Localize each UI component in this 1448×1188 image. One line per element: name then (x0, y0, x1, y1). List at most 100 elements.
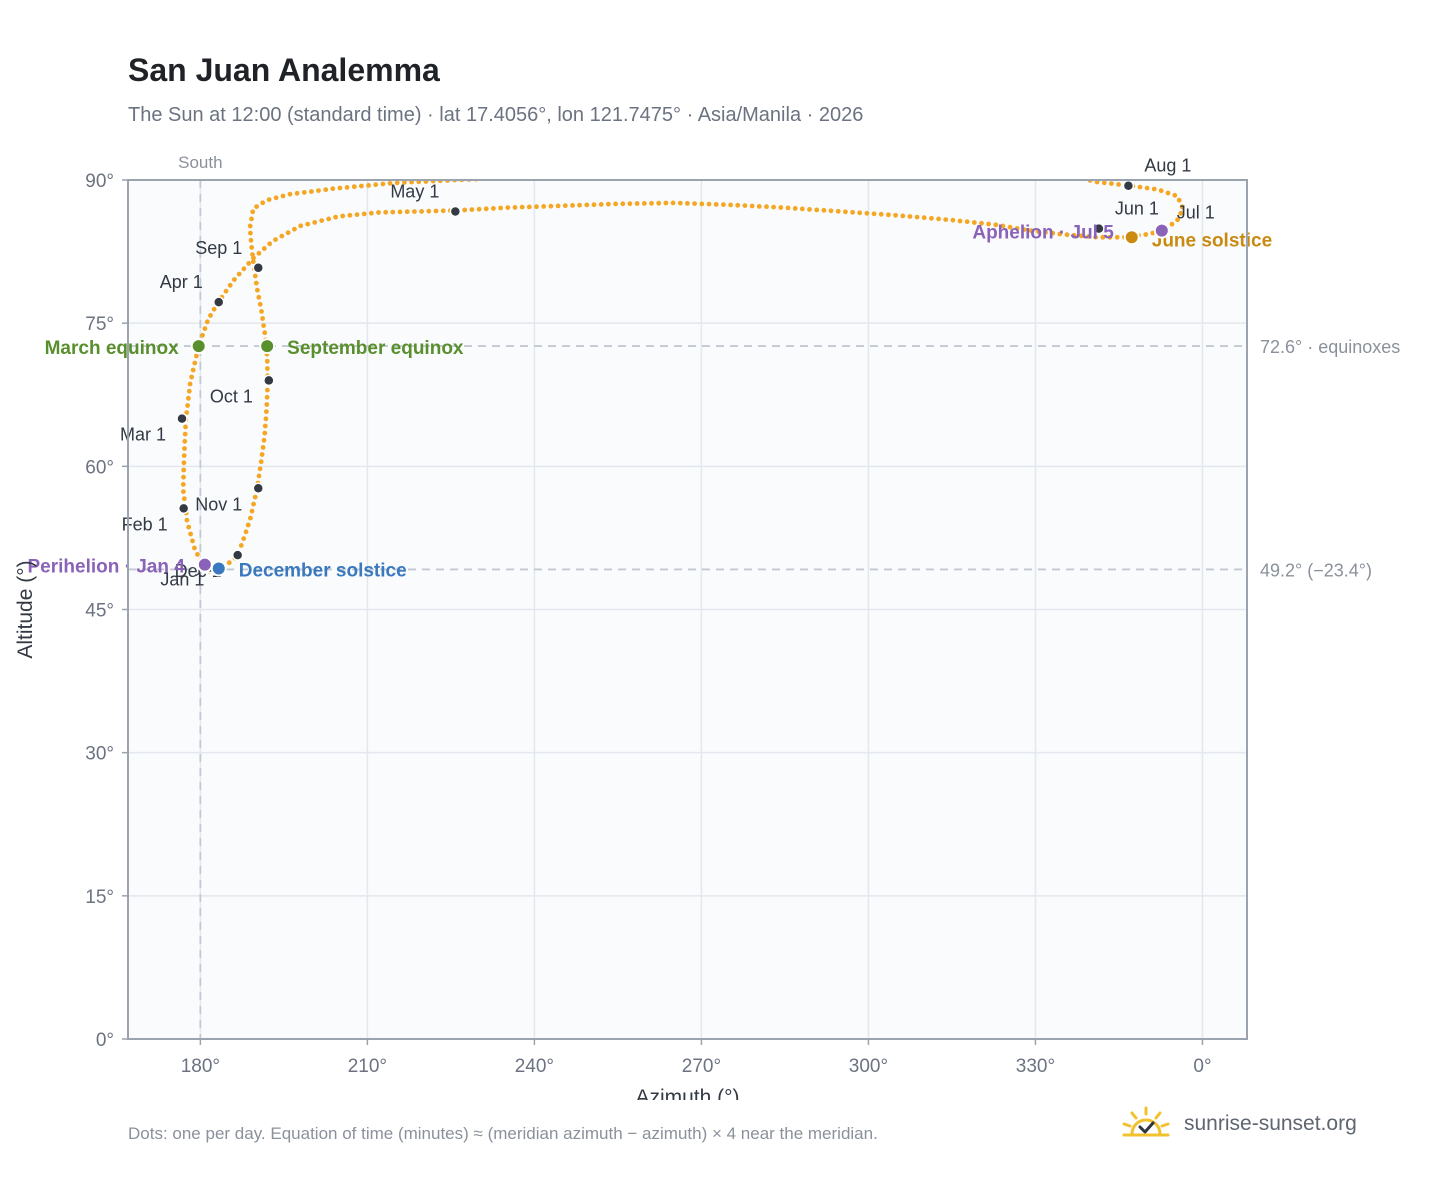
analemma-day-dot (245, 522, 251, 528)
analemma-day-dot (548, 203, 554, 209)
analemma-day-dot (361, 211, 367, 217)
analemma-day-dot (323, 187, 329, 193)
analemma-day-dot (412, 209, 417, 215)
analemma-day-dot (263, 416, 269, 422)
reference-lines: South 72.6° · equinoxes 49.2° (−23.4°) (128, 153, 1400, 1039)
analemma-day-dot (404, 209, 410, 215)
analemma-day-dot (252, 494, 258, 500)
analemma-day-dot (181, 474, 186, 480)
analemma-day-dot (1107, 234, 1113, 240)
month-marker (252, 482, 265, 495)
analemma-day-dot (340, 213, 346, 219)
analemma-day-dot (402, 180, 407, 185)
analemma-day-dot (223, 288, 229, 294)
analemma-day-dot (1094, 180, 1100, 185)
analemma-day-dot (491, 206, 496, 211)
analemma-day-dot (703, 161, 708, 166)
chart-subtitle: The Sun at 12:00 (standard time) · lat 1… (128, 104, 864, 126)
analemma-day-dot (979, 220, 984, 226)
analemma-day-dot (257, 466, 263, 472)
analemma-day-dot (760, 164, 765, 169)
analemma-day-dot (1071, 232, 1077, 238)
analemma-day-dot (440, 208, 446, 214)
brand-logo[interactable]: sunrise-sunset.org (1120, 1104, 1357, 1144)
analemma-day-dot (257, 301, 263, 307)
analemma-day-dot (1028, 228, 1034, 234)
analemma-day-dot (298, 223, 304, 229)
analemma-day-dot (552, 167, 557, 172)
event-label: Perihelion · Jan 4 (27, 557, 185, 578)
analemma-day-dot (728, 202, 733, 208)
analemma-day-dot (330, 186, 336, 192)
analemma-day-dot (931, 165, 936, 170)
x-tick-label: 300° (849, 1056, 888, 1077)
analemma-day-dot (907, 214, 913, 219)
event-marker (190, 338, 207, 355)
analemma-day-dot (264, 409, 269, 414)
analemma-day-dot (248, 515, 253, 521)
analemma-day-dot (989, 163, 994, 168)
event-marker (1123, 229, 1140, 246)
analemma-day-dot (974, 163, 979, 168)
analemma-day-dot (1057, 231, 1063, 237)
analemma-day-dot (195, 552, 200, 557)
analemma-day-dot (653, 161, 658, 166)
analemma-day-dot (771, 204, 776, 210)
analemma-day-dot (878, 211, 884, 217)
analemma-day-dot (953, 164, 958, 169)
analemma-day-dot (617, 163, 622, 168)
analemma-day-dot (419, 209, 424, 214)
analemma-day-dot (526, 204, 532, 210)
analemma-day-dot (782, 166, 787, 171)
month-label: Aug 1 (1144, 156, 1191, 176)
analemma-day-dot (943, 217, 949, 223)
analemma-day-dot (832, 172, 837, 177)
analemma-day-dot (1176, 197, 1182, 203)
analemma-day-dot (183, 424, 188, 430)
analemma-day-dot (799, 206, 805, 212)
y-tick-label: 15° (85, 887, 114, 908)
analemma-day-dot (646, 161, 651, 166)
analemma-day-dot (184, 517, 190, 523)
analemma-day-dot (778, 205, 784, 210)
analemma-day-dot (194, 353, 199, 359)
analemma-day-dot (996, 163, 1001, 168)
y-tick-label: 45° (85, 601, 114, 622)
analemma-day-dot (1179, 204, 1185, 210)
analemma-day-dot (1169, 221, 1175, 227)
analemma-day-dot (248, 237, 254, 243)
analemma-day-dot (846, 174, 851, 179)
month-marker (177, 502, 190, 515)
analemma-day-dot (682, 161, 687, 166)
analemma-day-dot (256, 294, 262, 300)
analemma-day-dot (685, 201, 690, 206)
analemma-day-dot (249, 216, 254, 222)
analemma-day-dot (914, 214, 920, 220)
analemma-day-dot (1074, 175, 1079, 180)
analemma-day-dot (606, 201, 611, 207)
analemma-day-dot (264, 358, 270, 364)
analemma-day-dot (186, 524, 192, 530)
analemma-day-dot (710, 161, 715, 166)
analemma-day-dot (699, 201, 705, 207)
analemma-day-dot (825, 171, 830, 176)
meridian-label: South (178, 153, 222, 172)
analemma-day-dot (957, 218, 963, 224)
analemma-day-dot (1078, 233, 1084, 239)
analemma-day-dot (1109, 181, 1114, 187)
analemma-day-dot (1114, 234, 1120, 240)
analemma-day-dot (262, 430, 268, 436)
y-tick-label: 90° (85, 171, 114, 192)
analemma-day-dot (1053, 170, 1058, 175)
analemma-day-dot (326, 216, 332, 222)
month-label: Nov 1 (195, 494, 242, 514)
analemma-day-dot (598, 202, 604, 207)
analemma-day-dot (250, 209, 256, 215)
analemma-day-dot (839, 173, 844, 178)
analemma-day-dot (1024, 166, 1029, 171)
y-axis-label: Altitude (°) (14, 560, 37, 658)
analemma-day-dot (531, 170, 536, 175)
analemma-day-dot (366, 183, 371, 188)
analemma-day-dot (260, 445, 266, 450)
analemma-day-dot (182, 431, 188, 437)
